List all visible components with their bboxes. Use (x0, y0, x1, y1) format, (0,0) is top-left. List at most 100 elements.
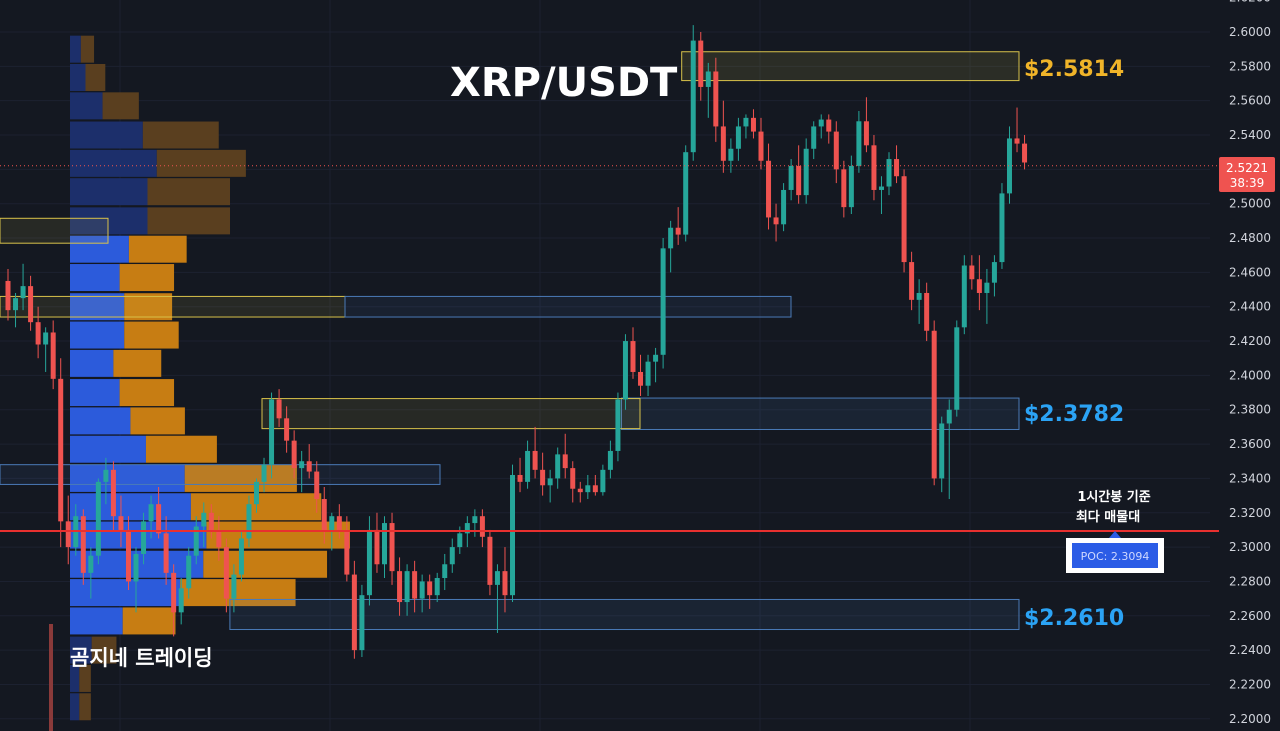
candle-body-126[interactable] (954, 327, 960, 410)
candle-body-12[interactable] (95, 481, 101, 556)
candle-body-6[interactable] (50, 332, 56, 379)
current-price-tag[interactable] (1219, 157, 1275, 192)
candle-body-44[interactable] (336, 516, 342, 530)
candle-body-49[interactable] (374, 529, 380, 565)
candle-body-53[interactable] (404, 571, 410, 603)
candle-body-130[interactable] (984, 282, 990, 293)
candle-body-88[interactable] (668, 227, 674, 249)
candle-body-50[interactable] (382, 523, 387, 565)
candle-body-121[interactable] (916, 292, 922, 300)
candle-body-94[interactable] (713, 71, 719, 127)
price-axis[interactable]: 2.62002.60002.58002.56002.54002.52002.50… (1229, 0, 1271, 726)
candle-body-2[interactable] (20, 286, 26, 299)
candle-body-42[interactable] (321, 499, 327, 530)
poc-box[interactable] (1072, 543, 1158, 568)
candle-body-15[interactable] (118, 516, 124, 530)
candle-body-107[interactable] (811, 126, 817, 149)
candle-body-135[interactable] (1022, 143, 1028, 163)
candle-body-39[interactable] (299, 461, 305, 469)
candle-body-3[interactable] (28, 286, 34, 323)
candle-body-106[interactable] (803, 148, 809, 196)
candle-body-5[interactable] (43, 332, 49, 345)
candle-body-85[interactable] (645, 361, 651, 386)
candle-body-0[interactable] (5, 280, 11, 311)
candle-body-71[interactable] (540, 469, 546, 486)
candle-body-83[interactable] (630, 341, 636, 372)
candle-body-68[interactable] (517, 474, 523, 482)
candle-body-57[interactable] (434, 578, 440, 596)
candle-body-27[interactable] (208, 512, 214, 530)
candle-body-70[interactable] (532, 450, 538, 470)
candle-body-45[interactable] (344, 529, 350, 575)
candle-body-56[interactable] (427, 581, 433, 596)
candle-body-8[interactable] (65, 521, 71, 548)
candle-body-104[interactable] (788, 165, 794, 190)
candle-body-60[interactable] (457, 533, 463, 548)
candle-body-98[interactable] (743, 117, 749, 127)
candle-body-33[interactable] (253, 481, 259, 505)
candle-body-97[interactable] (735, 126, 741, 149)
candle-body-99[interactable] (750, 117, 756, 132)
candle-body-118[interactable] (894, 159, 900, 177)
candle-body-127[interactable] (961, 265, 967, 328)
candle-body-96[interactable] (728, 148, 734, 161)
candle-body-109[interactable] (826, 119, 832, 132)
candle-body-51[interactable] (389, 523, 395, 572)
candle-body-14[interactable] (110, 469, 116, 517)
candle-body-92[interactable] (698, 40, 704, 87)
candle-body-55[interactable] (419, 581, 425, 599)
candle-body-74[interactable] (562, 454, 568, 469)
candle-body-75[interactable] (570, 468, 576, 489)
candle-body-108[interactable] (818, 119, 824, 127)
candle-body-61[interactable] (464, 523, 470, 534)
candle-body-95[interactable] (720, 126, 726, 161)
candle-body-67[interactable] (510, 474, 516, 596)
candle-body-48[interactable] (366, 529, 372, 596)
candle-body-24[interactable] (186, 555, 192, 589)
candle-body-102[interactable] (773, 217, 779, 225)
candle-body-110[interactable] (833, 131, 839, 170)
candle-body-115[interactable] (871, 145, 877, 190)
candle-body-34[interactable] (261, 464, 267, 482)
candle-body-26[interactable] (201, 512, 207, 527)
candle-body-73[interactable] (555, 454, 561, 479)
candle-body-17[interactable] (133, 553, 139, 582)
candle-body-76[interactable] (577, 488, 583, 493)
candle-body-122[interactable] (924, 292, 930, 331)
candle-body-59[interactable] (449, 547, 455, 565)
candle-body-37[interactable] (284, 418, 290, 441)
candle-body-80[interactable] (607, 450, 613, 470)
candle-body-22[interactable] (171, 572, 177, 613)
candle-body-101[interactable] (766, 160, 772, 218)
candle-body-64[interactable] (487, 536, 493, 585)
candle-body-133[interactable] (1006, 138, 1012, 194)
candle-body-113[interactable] (856, 121, 862, 166)
candle-body-128[interactable] (969, 265, 975, 280)
candle-body-4[interactable] (35, 322, 41, 345)
candle-body-47[interactable] (359, 595, 365, 651)
candle-body-32[interactable] (246, 504, 252, 539)
candle-body-77[interactable] (585, 485, 591, 493)
candle-body-129[interactable] (976, 279, 982, 293)
candle-body-54[interactable] (412, 571, 418, 599)
candle-body-69[interactable] (525, 450, 531, 482)
candle-body-66[interactable] (502, 571, 508, 596)
candle-body-81[interactable] (615, 399, 621, 451)
candle-body-43[interactable] (329, 516, 335, 530)
candle-body-72[interactable] (547, 478, 553, 486)
candle-body-41[interactable] (314, 471, 320, 500)
candle-body-30[interactable] (231, 574, 237, 599)
candle-body-119[interactable] (901, 176, 907, 263)
candle-body-112[interactable] (848, 165, 854, 208)
candle-body-86[interactable] (653, 354, 659, 362)
candle-body-20[interactable] (156, 504, 162, 534)
candle-body-63[interactable] (479, 516, 485, 537)
candle-body-28[interactable] (216, 529, 222, 548)
candle-body-131[interactable] (991, 262, 997, 283)
candle-body-93[interactable] (705, 71, 711, 87)
candle-body-25[interactable] (193, 526, 199, 556)
candle-body-117[interactable] (886, 159, 892, 187)
candle-body-58[interactable] (442, 564, 448, 579)
